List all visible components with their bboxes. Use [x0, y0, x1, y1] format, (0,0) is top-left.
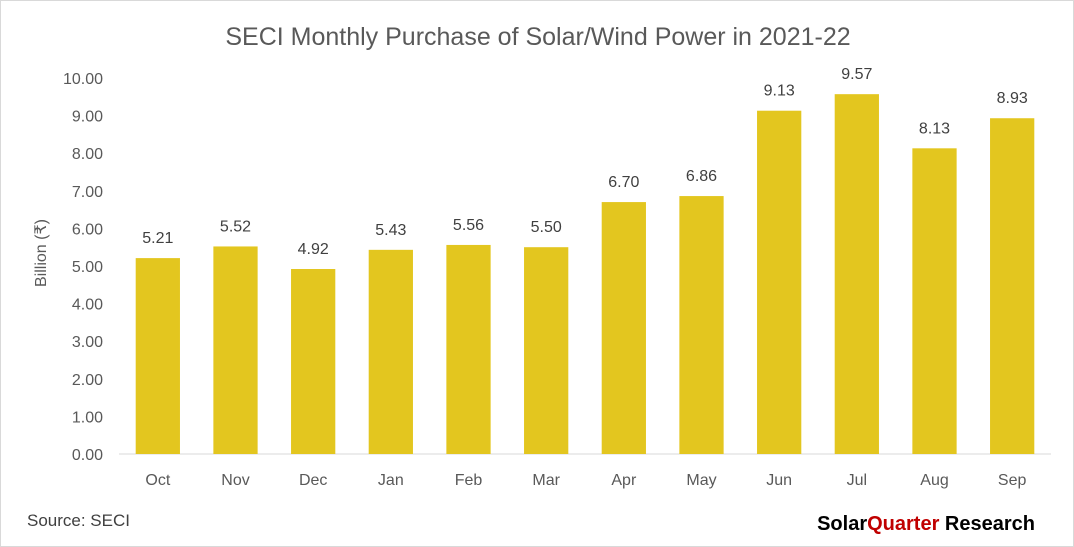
bar-aug	[912, 148, 957, 454]
bar-oct	[135, 258, 180, 454]
x-category-label: Jul	[847, 472, 867, 489]
source-note: Source: SECI	[27, 511, 130, 530]
bar-jun	[757, 110, 802, 454]
x-category-label: Feb	[455, 472, 483, 489]
y-axis-ticks: 0.00 1.00 2.00 3.00 4.00 5.00 6.00 7.00 8.00 9.00…	[63, 71, 103, 464]
x-category-label: Sep	[998, 472, 1027, 489]
y-axis-label: Billion (₹)	[33, 219, 50, 287]
bar-mar	[524, 247, 569, 454]
bar-jan	[368, 249, 413, 454]
data-label: 4.92	[298, 241, 329, 258]
data-label: 6.86	[686, 168, 717, 185]
bar-dec	[291, 269, 336, 454]
chart-title: SECI Monthly Purchase of Solar/Wind Powe…	[225, 23, 850, 51]
bars	[135, 94, 1035, 455]
data-label: 5.50	[531, 219, 562, 236]
bar-apr	[601, 202, 646, 454]
x-category-label: Dec	[299, 472, 327, 489]
y-tick-label: 2.00	[72, 372, 103, 389]
x-category-label: Mar	[532, 472, 560, 489]
data-label: 6.70	[608, 174, 639, 191]
bar-feb	[446, 244, 491, 454]
data-label: 9.13	[764, 83, 795, 100]
x-category-label: Oct	[145, 472, 170, 489]
brand-logo: SolarQuarter Research	[817, 513, 1035, 536]
brand-research: Research	[939, 513, 1035, 535]
y-tick-label: 8.00	[72, 146, 103, 163]
bar-may	[679, 196, 724, 454]
x-category-label: Apr	[611, 472, 637, 489]
x-category-label: Aug	[920, 472, 948, 489]
brand-quarter: Quarter	[867, 513, 940, 535]
brand-solar: Solar	[817, 513, 868, 535]
data-label: 8.93	[997, 90, 1028, 107]
data-label: 8.13	[919, 120, 950, 137]
data-label: 9.57	[841, 66, 872, 83]
y-tick-label: 4.00	[72, 297, 103, 314]
y-tick-label: 3.00	[72, 334, 103, 351]
y-tick-label: 6.00	[72, 221, 103, 238]
bar-nov	[213, 246, 258, 454]
bar-jul	[834, 94, 879, 454]
data-labels: 5.21 5.52 4.92 5.43 5.56 5.50 6.70 6.86 9.13 9.57…	[142, 66, 1028, 258]
x-category-label: Nov	[221, 472, 249, 489]
y-tick-label: 7.00	[72, 184, 103, 201]
data-label: 5.52	[220, 218, 251, 235]
bar-sep	[990, 118, 1035, 455]
y-tick-label: 9.00	[72, 109, 103, 126]
data-label: 5.43	[375, 222, 406, 239]
y-tick-label: 1.00	[72, 409, 103, 426]
x-category-label: Jan	[378, 472, 404, 489]
x-axis-categories: Oct Nov Dec Jan Feb Mar Apr May Jun Jul Aug Sep	[145, 472, 1026, 489]
x-category-label: Jun	[766, 472, 792, 489]
y-tick-label: 10.00	[63, 71, 103, 88]
y-tick-label: 0.00	[72, 447, 103, 464]
data-label: 5.21	[142, 230, 173, 247]
x-category-label: May	[686, 472, 716, 489]
y-tick-label: 5.00	[72, 259, 103, 276]
data-label: 5.56	[453, 217, 484, 234]
